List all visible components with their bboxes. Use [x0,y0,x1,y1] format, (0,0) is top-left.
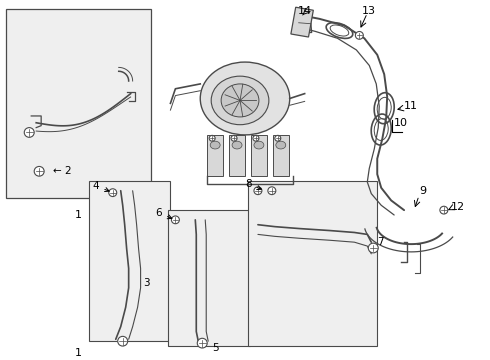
Circle shape [231,135,237,141]
Bar [207,135,223,176]
Circle shape [440,206,448,214]
Circle shape [172,216,179,224]
Text: 1: 1 [74,348,81,358]
Ellipse shape [254,141,264,149]
Text: 7: 7 [377,237,384,247]
Ellipse shape [210,141,220,149]
Text: 4: 4 [93,181,109,192]
Circle shape [109,189,117,197]
Text: 12: 12 [451,202,465,212]
Bar [248,181,377,346]
Text: 8: 8 [245,179,261,190]
Text: ← 2: ← 2 [53,166,72,176]
Text: 11: 11 [404,101,418,111]
Ellipse shape [211,76,269,125]
Circle shape [368,243,378,253]
Circle shape [34,166,44,176]
Bar [251,135,267,176]
Bar [6,9,150,198]
Circle shape [254,187,262,195]
Ellipse shape [200,62,290,135]
Circle shape [355,31,363,39]
Bar [273,135,289,176]
Circle shape [275,135,281,141]
Text: 10: 10 [394,118,408,128]
Text: 1: 1 [74,210,81,220]
Circle shape [253,135,259,141]
Text: 5: 5 [212,343,219,353]
Bar [291,7,313,37]
Circle shape [197,338,207,348]
Text: 6: 6 [155,208,172,219]
Text: 9: 9 [419,186,426,196]
Ellipse shape [276,141,286,149]
Ellipse shape [221,84,259,117]
Bar [229,135,245,176]
Circle shape [24,127,34,137]
Text: 3: 3 [144,278,150,288]
Circle shape [209,135,215,141]
Circle shape [118,336,128,346]
Ellipse shape [232,141,242,149]
Text: 13: 13 [362,6,376,16]
Bar [169,210,250,346]
Bar [89,181,171,341]
Circle shape [268,187,276,195]
Text: 14: 14 [297,6,312,16]
